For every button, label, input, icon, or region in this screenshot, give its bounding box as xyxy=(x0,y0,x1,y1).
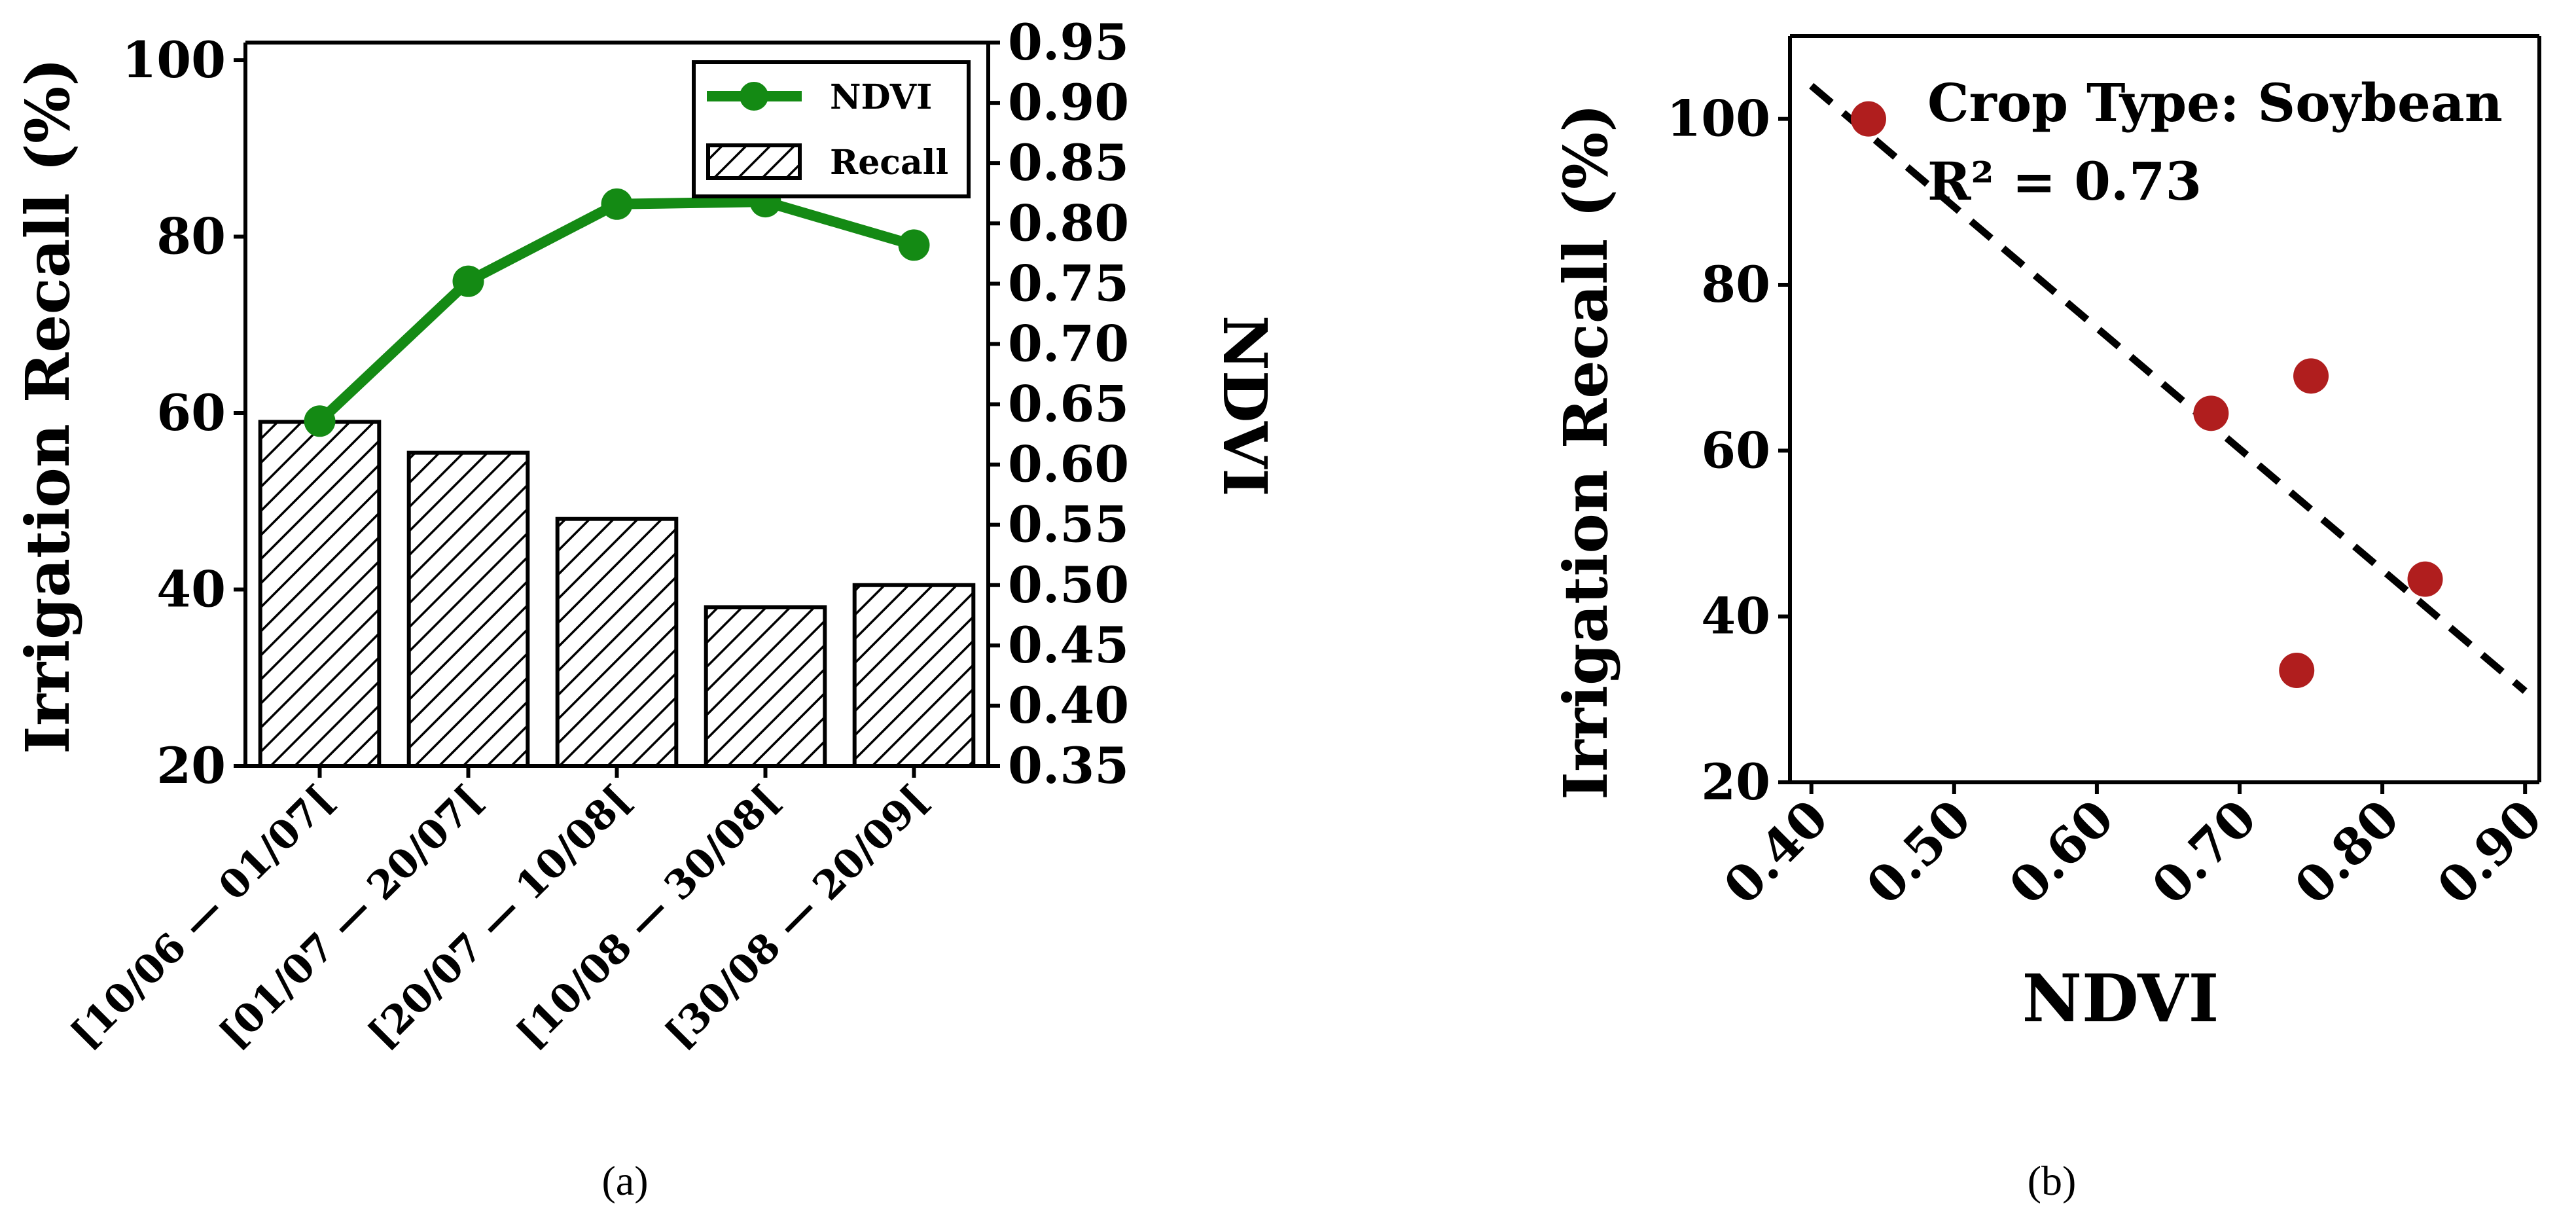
annotation-crop-type: Crop Type: Soybean xyxy=(1927,72,2503,134)
x-tick-label: [10/06 — 01/07[ xyxy=(62,776,343,1057)
y2-tick-label: 0.75 xyxy=(1008,254,1129,312)
scatter-point-1 xyxy=(2193,395,2229,431)
chart-panel-a: 204060801000.350.400.450.500.550.600.650… xyxy=(12,13,1280,1204)
caption-a: (a) xyxy=(601,1157,648,1204)
x-tick-label: [30/08 — 20/09[ xyxy=(656,776,937,1057)
annotation-r2: R² = 0.73 xyxy=(1927,151,2202,212)
y2-tick-label: 0.85 xyxy=(1008,134,1129,192)
ndvi-point-4 xyxy=(898,229,930,261)
y2-tick-label: 0.45 xyxy=(1008,616,1129,674)
legend-ndvi-marker xyxy=(740,82,768,111)
x-tick-label: [20/07 — 10/08[ xyxy=(359,776,640,1057)
y2-tick-label: 0.95 xyxy=(1008,13,1129,71)
axes-b xyxy=(1788,34,2541,784)
x-axis-label-b: NDVI xyxy=(2022,960,2219,1037)
recall-bar-4 xyxy=(852,583,976,768)
x-tick-label: 0.90 xyxy=(2426,789,2553,916)
y2-tick-label: 0.55 xyxy=(1008,496,1129,554)
y2-tick-label: 0.65 xyxy=(1008,375,1129,433)
x-tick-label: 0.60 xyxy=(1998,789,2125,916)
caption-b: (b) xyxy=(2028,1157,2077,1204)
x-tick-label: [01/07 — 20/07[ xyxy=(211,776,492,1057)
ndvi-line xyxy=(316,196,916,426)
ndvi-point-1 xyxy=(452,265,484,297)
legend-recall-label: Recall xyxy=(830,143,948,183)
scatter-point-0 xyxy=(1850,101,1886,137)
scatter-point-4 xyxy=(2407,561,2443,597)
ndvi-point-2 xyxy=(601,188,633,220)
x-tick-label: [10/08 — 30/08[ xyxy=(508,776,789,1057)
scatter-point-3 xyxy=(2279,653,2315,688)
y-axis-label-left: Irrigation Recall (%) xyxy=(12,58,83,754)
legend-a: NDVI Recall xyxy=(692,60,971,198)
recall-bar-2 xyxy=(555,517,679,768)
y2-tick-label: 0.80 xyxy=(1008,194,1129,252)
x-tick-label: 0.50 xyxy=(1855,789,1982,916)
recall-bar-0 xyxy=(258,420,382,768)
ndvi-point-0 xyxy=(304,405,336,437)
y-axis-label-b: Irrigation Recall (%) xyxy=(1550,103,1621,800)
y-tick-label: 80 xyxy=(1701,255,1770,314)
y2-tick-label: 0.50 xyxy=(1008,556,1129,614)
y-tick-label: 60 xyxy=(1701,421,1770,479)
recall-bar-1 xyxy=(406,450,530,768)
y2-tick-label: 0.35 xyxy=(1008,736,1129,795)
y-tick-label: 100 xyxy=(122,31,226,89)
y-tick-label: 20 xyxy=(156,736,226,795)
scatter-point-2 xyxy=(2293,358,2329,394)
y2-tick-label: 0.70 xyxy=(1008,314,1129,372)
recall-bar-3 xyxy=(704,605,827,768)
y-axis-label-right: NDVI xyxy=(1209,316,1280,497)
y-tick-label: 40 xyxy=(1701,587,1770,645)
y-tick-label: 100 xyxy=(1666,90,1770,148)
x-tick-label: 0.80 xyxy=(2283,789,2410,916)
y2-tick-label: 0.40 xyxy=(1008,676,1129,735)
legend-ndvi-label: NDVI xyxy=(830,77,932,117)
y-tick-label: 60 xyxy=(156,384,226,442)
legend-recall-swatch xyxy=(706,143,802,180)
y-tick-label: 40 xyxy=(156,560,226,618)
y2-tick-label: 0.90 xyxy=(1008,73,1129,132)
line-series-ndvi xyxy=(304,186,930,437)
y2-tick-label: 0.60 xyxy=(1008,435,1129,494)
fit-line xyxy=(1809,82,2528,694)
y-tick-label: 20 xyxy=(1701,753,1770,811)
x-tick-label: 0.70 xyxy=(2141,789,2268,916)
bar-series-recall xyxy=(258,420,976,768)
scatter-series xyxy=(1850,101,2443,688)
y-tick-label: 80 xyxy=(156,207,226,265)
fit-line-segment xyxy=(1809,82,2528,694)
